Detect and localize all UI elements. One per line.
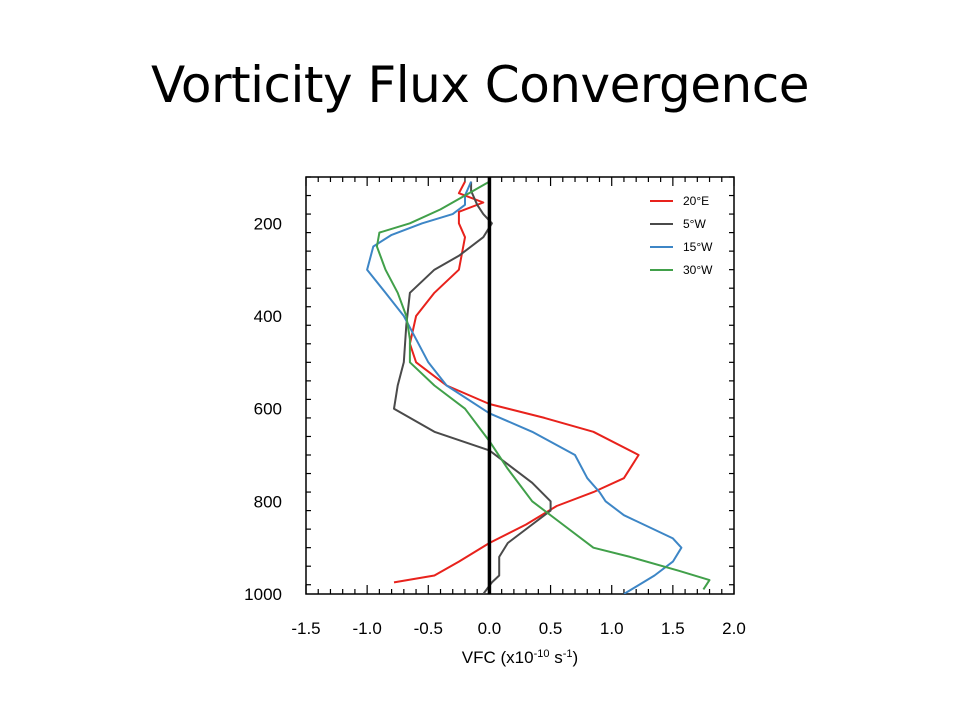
plot-frame [305,176,735,595]
legend-label: 20°E [683,194,709,208]
legend-label: 5°W [683,217,706,231]
y-tick-label: 200 [254,214,282,233]
x-tick-label: 0.5 [539,619,563,638]
series-line-30w [375,180,711,590]
legend: 20°E 5°W 15°W 30°W [650,194,713,277]
series-line-15w [366,181,683,594]
x-tick-label: 1.0 [600,619,624,638]
slide-title: Vorticity Flux Convergence [151,56,809,114]
y-tick-label: 400 [254,307,282,326]
axis-ticks [305,176,735,594]
series-line-5w [393,181,552,594]
y-tick-label: 800 [254,492,282,511]
x-axis-label: VFC (x10-10 s-1) [462,648,578,667]
x-tick-label: -1.5 [291,619,320,638]
series-line-20e [393,181,640,584]
series-layer [366,180,711,594]
x-tick-label: 1.5 [661,619,685,638]
x-tick-label: 0.0 [478,619,502,638]
y-tick-label: 1000 [244,585,282,604]
y-tick-label: 600 [254,400,282,419]
x-tick-label: -1.0 [352,619,381,638]
tick-labels: -1.5 -1.0 -0.5 0.0 0.5 1.0 1.5 2.0 200 400 600 800 1… [244,214,746,638]
legend-label: 30°W [683,263,713,277]
x-tick-label: 2.0 [722,619,746,638]
legend-label: 15°W [683,240,713,254]
x-tick-label: -0.5 [414,619,443,638]
